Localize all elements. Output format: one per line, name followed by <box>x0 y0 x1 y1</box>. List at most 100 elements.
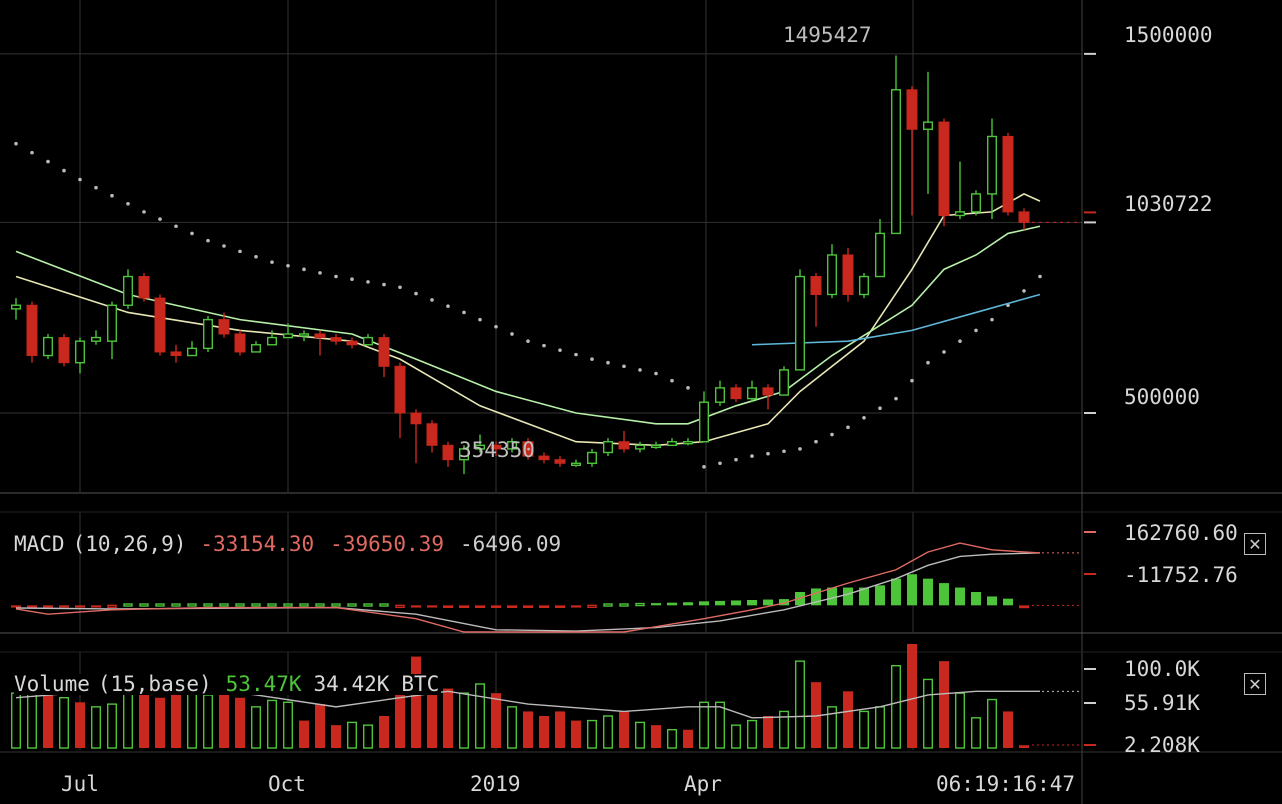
candle-body-down <box>170 351 182 357</box>
macd-histogram-bar <box>747 600 757 606</box>
volume-bar-down <box>443 688 453 748</box>
candle-body-up <box>683 441 694 445</box>
psar-dot <box>94 185 98 190</box>
psar-dot <box>942 350 946 354</box>
macd-label: MACD <box>14 532 65 556</box>
volume-unit: BTC <box>401 672 440 696</box>
candle-body-up <box>571 462 582 466</box>
psar-dot <box>846 425 850 430</box>
candle-body-down <box>442 444 454 461</box>
candle-body-up <box>283 333 294 339</box>
volume-bar-up <box>699 701 710 749</box>
candle-body-up <box>859 275 870 296</box>
volume-bar-down <box>539 716 549 748</box>
psar-dot <box>766 451 770 456</box>
volume-bar-up <box>186 690 197 749</box>
volume-close-icon[interactable]: ✕ <box>1244 673 1266 695</box>
volume-bar-down <box>219 693 229 748</box>
volume-bar-down <box>683 729 693 748</box>
psar-dot <box>830 432 834 437</box>
volume-bar-up <box>795 660 806 749</box>
psar-dot <box>318 271 322 275</box>
psar-dot <box>574 352 578 357</box>
price-axis-label-500000: 500000 <box>1124 385 1200 409</box>
macd-value: -33154.30 <box>200 532 315 556</box>
volume-bar-up <box>923 678 934 749</box>
volume-bar-up <box>347 721 358 749</box>
volume-bar-up <box>90 706 101 749</box>
macd-histogram-bar <box>267 603 277 607</box>
psar-dot <box>286 263 290 268</box>
psar-dot <box>366 280 370 284</box>
macd-histogram-bar <box>299 603 309 607</box>
macd-histogram-bar <box>91 605 101 608</box>
volume-bar-down <box>1003 711 1013 748</box>
psar-dot <box>926 360 930 365</box>
volume-bar-down <box>379 716 389 748</box>
candle-body-up <box>923 121 934 130</box>
macd-histogram-bar <box>667 602 677 606</box>
candle-body-down <box>330 337 342 342</box>
macd-histogram-bar <box>107 604 117 609</box>
volume-bar-down <box>555 711 565 748</box>
candle-body-up <box>43 336 54 357</box>
volume-bar-up <box>987 698 998 749</box>
psar-dot <box>526 339 530 343</box>
volume-bar-up <box>587 719 598 749</box>
macd-close-icon[interactable]: ✕ <box>1244 533 1266 555</box>
psar-dot <box>414 291 418 296</box>
volume-ma-value: 34.42K <box>313 672 390 696</box>
macd-histogram-bar <box>203 603 213 607</box>
candle-body-up <box>795 275 806 371</box>
psar-dot <box>990 317 994 322</box>
macd-signal-value: -39650.39 <box>330 532 444 556</box>
time-axis-label-oct: Oct <box>268 772 306 796</box>
volume-bar-down <box>299 720 309 748</box>
volume-bar-up <box>667 729 678 749</box>
macd-histogram-bar <box>475 605 485 608</box>
volume-bar-up <box>731 724 742 749</box>
candle-body-up <box>267 336 278 346</box>
psar-dot <box>14 141 18 146</box>
volume-bar-down <box>331 725 341 748</box>
candle-body-down <box>138 276 150 299</box>
psar-dot <box>590 357 594 361</box>
candle-body-up <box>891 89 902 235</box>
macd-histogram-bar <box>139 603 149 607</box>
psar-dot <box>910 378 914 383</box>
macd-signal-line <box>15 552 1041 632</box>
candle-body-down <box>1002 135 1014 213</box>
volume-bar-up <box>859 710 870 749</box>
psar-dot <box>478 317 482 322</box>
candle-body-down <box>378 337 390 367</box>
macd-histogram-bar <box>75 605 85 608</box>
candle-body-down <box>810 276 822 295</box>
psar-dot <box>974 328 978 333</box>
macd-histogram-bar <box>859 587 869 606</box>
volume-bar-down <box>1019 745 1029 748</box>
psar-dot <box>958 339 962 343</box>
volume-bar-up <box>283 701 294 749</box>
ema-fast-line <box>15 193 1041 447</box>
volume-bar-up <box>635 721 646 749</box>
candle-body-down <box>58 337 70 364</box>
candle-body-down <box>490 444 502 450</box>
macd-histogram-bar <box>491 605 501 608</box>
volume-bar-down <box>619 711 629 748</box>
volume-bar-up <box>891 665 902 749</box>
macd-histogram-bar <box>59 605 69 608</box>
psar-dot <box>670 378 674 383</box>
volume-bar-down <box>523 711 533 748</box>
candle-body-up <box>635 444 646 450</box>
candle-body-down <box>554 459 566 464</box>
candle-body-down <box>762 387 774 396</box>
psar-dot <box>190 231 194 236</box>
psar-dot <box>894 396 898 401</box>
volume-bar-up <box>363 724 374 749</box>
psar-dot <box>462 310 466 315</box>
psar-dot <box>398 285 402 290</box>
candle-body-down <box>394 365 406 414</box>
psar-dot <box>270 260 274 264</box>
volume-axis-label-current: 2.208K <box>1124 733 1200 757</box>
